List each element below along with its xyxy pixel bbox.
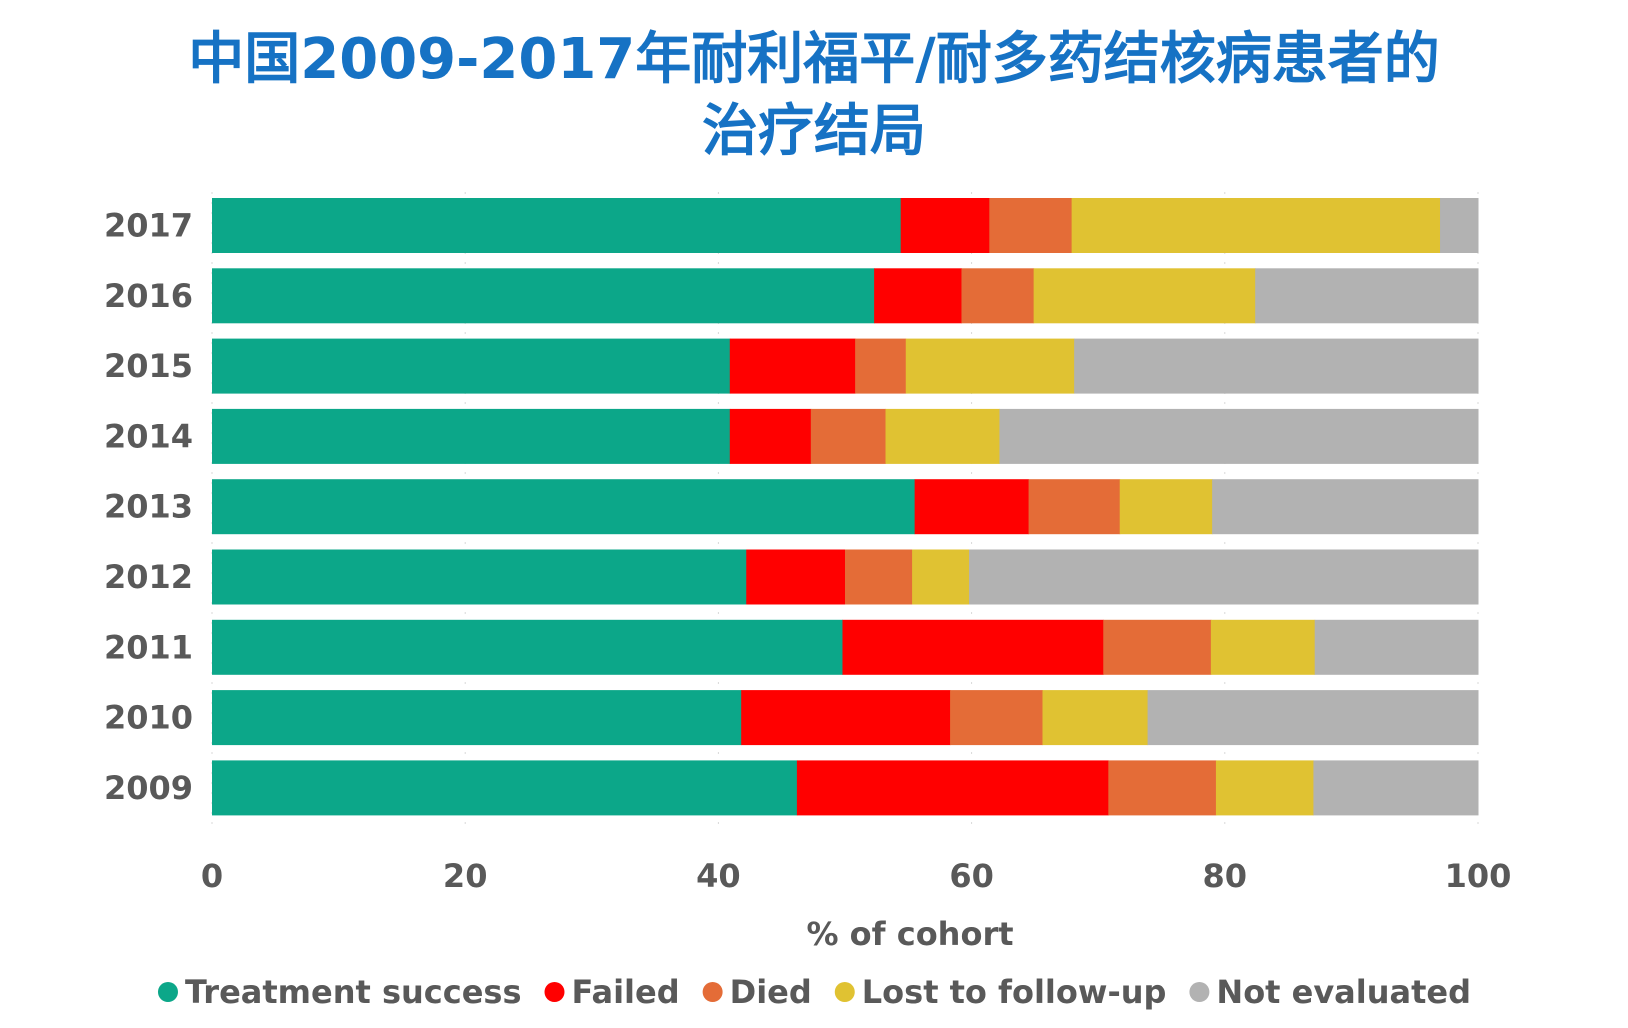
bar-segment-died-2015 xyxy=(855,338,907,394)
bar-segment-failed-2016 xyxy=(874,268,962,324)
bar-segment-lost-to-follow-up-2012 xyxy=(912,549,970,605)
bar-segment-treatment-success-2015 xyxy=(212,338,731,394)
x-axis-title: % of cohort xyxy=(806,915,1013,953)
x-axis-labels: 0 20 40 60 80 100 xyxy=(201,857,1512,895)
bar-segment-not-evaluated-2016 xyxy=(1255,268,1479,324)
legend-marker xyxy=(702,982,723,1002)
legend-label: Lost to follow-up xyxy=(862,973,1167,1011)
legend-marker xyxy=(544,982,565,1002)
bar-segment-treatment-success-2016 xyxy=(212,268,875,324)
legend: Treatment success Failed Died Lost to follo… xyxy=(157,973,1471,1011)
bar-segment-failed-2011 xyxy=(842,619,1104,675)
bar-segment-died-2014 xyxy=(810,408,887,464)
bar-segment-failed-2010 xyxy=(741,690,951,746)
bar-segment-treatment-success-2009 xyxy=(212,760,798,816)
bar-segment-died-2009 xyxy=(1108,760,1217,816)
bar-segment-treatment-success-2014 xyxy=(212,408,731,464)
bar-segment-not-evaluated-2013 xyxy=(1212,479,1479,535)
bar-segment-failed-2014 xyxy=(729,408,812,464)
legend-marker xyxy=(1189,982,1210,1002)
bar-segment-lost-to-follow-up-2016 xyxy=(1033,268,1256,324)
bar-segment-not-evaluated-2009 xyxy=(1313,760,1479,816)
bar-segment-lost-to-follow-up-2014 xyxy=(885,408,1000,464)
y-tick-label: 2014 xyxy=(104,417,193,455)
bar-segment-failed-2009 xyxy=(796,760,1109,816)
y-tick-label: 2012 xyxy=(104,558,193,596)
x-tick-label: 60 xyxy=(949,857,994,895)
bar-segment-lost-to-follow-up-2011 xyxy=(1210,619,1316,675)
bar-segment-lost-to-follow-up-2015 xyxy=(905,338,1075,394)
bar-segment-failed-2013 xyxy=(914,479,1030,535)
bar-segment-treatment-success-2017 xyxy=(212,198,902,253)
y-tick-label: 2017 xyxy=(104,207,193,245)
bar-segment-lost-to-follow-up-2009 xyxy=(1215,760,1314,816)
legend-label: Not evaluated xyxy=(1216,973,1471,1011)
legend-marker xyxy=(157,982,178,1002)
bar-segment-died-2012 xyxy=(845,549,913,605)
chart-title-line-2: 治疗结局 xyxy=(702,99,926,164)
y-tick-label: 2016 xyxy=(104,277,193,315)
bar-segment-not-evaluated-2014 xyxy=(999,408,1479,464)
bar-segment-died-2017 xyxy=(989,198,1073,253)
bar-segment-lost-to-follow-up-2013 xyxy=(1119,479,1213,535)
bar-segment-not-evaluated-2017 xyxy=(1440,198,1479,253)
legend-label: Died xyxy=(730,973,812,1011)
y-tick-label: 2013 xyxy=(104,488,193,526)
bar-segment-failed-2012 xyxy=(746,549,846,605)
x-tick-label: 20 xyxy=(443,857,488,895)
y-tick-label: 2010 xyxy=(104,699,193,737)
bar-segment-not-evaluated-2015 xyxy=(1074,338,1479,394)
y-tick-label: 2011 xyxy=(104,628,193,666)
bar-segment-not-evaluated-2012 xyxy=(969,549,1479,605)
bar-segment-treatment-success-2010 xyxy=(212,690,742,746)
x-tick-label: 40 xyxy=(696,857,741,895)
legend-marker xyxy=(834,982,855,1002)
x-tick-label: 80 xyxy=(1203,857,1248,895)
y-axis-labels: 2017 2016 2015 2014 2013 2012 2011 2010 2009 xyxy=(104,207,193,807)
bars xyxy=(212,198,1479,816)
bar-segment-treatment-success-2012 xyxy=(212,549,747,605)
y-tick-label: 2009 xyxy=(104,769,193,807)
bar-segment-treatment-success-2013 xyxy=(212,479,916,535)
bar-segment-died-2011 xyxy=(1103,619,1212,675)
bar-segment-died-2013 xyxy=(1028,479,1121,535)
x-tick-label: 0 xyxy=(201,857,223,895)
bar-segment-died-2010 xyxy=(950,690,1043,746)
bar-segment-lost-to-follow-up-2017 xyxy=(1071,198,1441,253)
x-tick-label: 100 xyxy=(1445,857,1512,895)
bar-segment-not-evaluated-2011 xyxy=(1314,619,1479,675)
legend-label: Treatment success xyxy=(185,973,522,1011)
legend-label: Failed xyxy=(572,973,680,1011)
y-tick-label: 2015 xyxy=(104,347,193,385)
bar-segment-failed-2017 xyxy=(900,198,990,253)
bar-segment-not-evaluated-2010 xyxy=(1147,690,1479,746)
bar-segment-failed-2015 xyxy=(729,338,856,394)
bar-segment-lost-to-follow-up-2010 xyxy=(1042,690,1149,746)
chart-title-line-1: 中国2009-2017年耐利福平/耐多药结核病患者的 xyxy=(188,27,1439,92)
bar-segment-treatment-success-2011 xyxy=(212,619,843,675)
bar-segment-died-2016 xyxy=(961,268,1035,324)
